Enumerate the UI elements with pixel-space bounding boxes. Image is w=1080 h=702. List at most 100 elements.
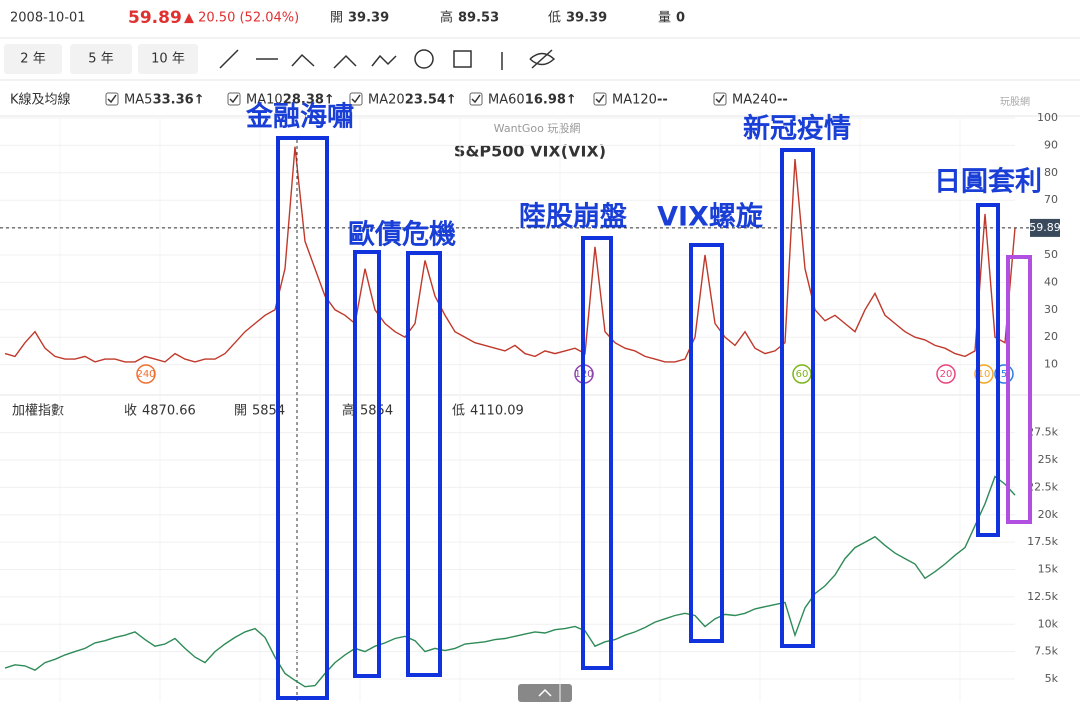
- field-value: 39.39: [348, 11, 389, 26]
- checkbox[interactable]: [713, 92, 727, 106]
- icon-hide[interactable]: [529, 49, 556, 69]
- y-tick-label: 27.5k: [1027, 426, 1058, 439]
- y-tick-label: 30: [1044, 303, 1058, 316]
- field-value: 5854: [252, 404, 285, 419]
- y-tick-label: 5k: [1045, 672, 1059, 685]
- field-value: 4110.09: [470, 404, 524, 419]
- y-tick-label: 10k: [1038, 617, 1059, 630]
- range-button[interactable]: [138, 44, 198, 74]
- icon-angle[interactable]: [291, 53, 315, 67]
- annotation-box: [353, 250, 381, 678]
- y-tick-label: 20: [1044, 330, 1058, 343]
- collapse-icon: [538, 688, 552, 697]
- series-line: [4, 475, 1016, 688]
- ma-marker: [136, 364, 156, 384]
- y-tick-label: 70: [1044, 193, 1058, 206]
- check: [229, 94, 239, 104]
- toolbar-icons: [219, 49, 556, 70]
- watermark: WantGoo 玩股網: [494, 121, 581, 135]
- ma-value: 33.36↑: [153, 93, 205, 108]
- field-label: 高: [440, 10, 453, 26]
- checkbox[interactable]: [105, 92, 119, 106]
- ma-marker-label: 10: [978, 369, 991, 380]
- field-label: 開: [234, 404, 247, 419]
- ma-marker: [936, 364, 956, 384]
- collapse-tab[interactable]: [518, 684, 572, 702]
- range-label: 5 年: [88, 52, 113, 67]
- checkbox[interactable]: [593, 92, 607, 106]
- ma-marker-label: 5: [1001, 369, 1007, 380]
- range-label: 10 年: [151, 52, 185, 67]
- icon-line[interactable]: [219, 49, 239, 69]
- field-value: 89.53: [458, 11, 499, 26]
- price: 59.89: [128, 8, 182, 28]
- y-tick-label: 25k: [1038, 453, 1059, 466]
- y-tick-label: 90: [1044, 138, 1058, 151]
- ma-marker-label: 60: [796, 369, 809, 380]
- icon-circle[interactable]: [414, 49, 434, 69]
- current-label: 59.89: [1029, 221, 1061, 234]
- ma-value: --: [657, 93, 668, 108]
- icon-abc[interactable]: [333, 54, 357, 69]
- ma-name: MA60: [488, 93, 525, 108]
- check: [715, 94, 725, 104]
- date: 2008-10-01: [10, 11, 86, 26]
- range-button[interactable]: [4, 44, 62, 74]
- ma-name: MA240: [732, 93, 777, 108]
- annotation-box: [581, 236, 613, 670]
- check: [351, 94, 361, 104]
- y-tick-label: 80: [1044, 166, 1058, 179]
- field-value: 5854: [360, 404, 393, 419]
- field-label: 開: [330, 11, 343, 26]
- range-label: 2 年: [20, 52, 45, 67]
- highlight-box: [1006, 255, 1032, 524]
- checkbox[interactable]: [469, 92, 483, 106]
- change: ▲ 20.50 (52.04%): [184, 11, 299, 26]
- ma-legend-title: K線及均線: [10, 92, 71, 108]
- annotation: 金融海嘯: [245, 101, 354, 133]
- y-tick-label: 50: [1044, 248, 1058, 261]
- annotation-box: [780, 148, 815, 648]
- ma-value: --: [777, 93, 788, 108]
- annotation-box: [976, 203, 1000, 537]
- ma-name: MA20: [368, 93, 405, 108]
- check: [471, 94, 481, 104]
- ma-value: 28.38↑: [283, 93, 335, 108]
- y-tick-label: 10: [1044, 358, 1058, 371]
- field-value: 39.39: [566, 11, 607, 26]
- check: [595, 94, 605, 104]
- field-value: 4870.66: [142, 404, 196, 419]
- ma-value: 23.54↑: [405, 93, 457, 108]
- logo: 玩股網: [1000, 95, 1030, 108]
- annotation-box: [276, 136, 329, 700]
- y-tick-label: 12.5k: [1027, 590, 1058, 603]
- y-tick-label: 20k: [1038, 508, 1059, 521]
- y-tick-label: 17.5k: [1027, 535, 1058, 548]
- y-tick-label: 15k: [1038, 563, 1059, 576]
- ma-marker-label: 240: [136, 369, 155, 380]
- annotation: 陸股崩盤: [519, 202, 628, 233]
- chart-title: S&P500 VIX(VIX): [454, 142, 606, 161]
- field-value: 0: [676, 11, 685, 26]
- field-label: 量: [658, 11, 671, 26]
- y-tick-label: 40: [1044, 275, 1058, 288]
- annotation: 日圓套利: [934, 167, 1042, 198]
- annotation-box: [689, 243, 724, 643]
- check: [107, 94, 117, 104]
- ma-marker-label: 20: [940, 369, 953, 380]
- field-label: 收: [124, 404, 137, 419]
- ma-name: MA10: [246, 93, 283, 108]
- ma-name: MA120: [612, 93, 657, 108]
- index-name: 加權指數: [12, 404, 64, 419]
- annotation: 歐債危機: [348, 219, 456, 251]
- icon-abcd[interactable]: [371, 54, 397, 67]
- y-tick-label: 7.5k: [1034, 645, 1058, 658]
- checkbox[interactable]: [227, 92, 241, 106]
- field-label: 高: [342, 403, 355, 419]
- current-badge: [1030, 218, 1060, 237]
- range-button[interactable]: [70, 44, 132, 74]
- field-label: 低: [452, 404, 465, 419]
- icon-rect[interactable]: [453, 50, 472, 68]
